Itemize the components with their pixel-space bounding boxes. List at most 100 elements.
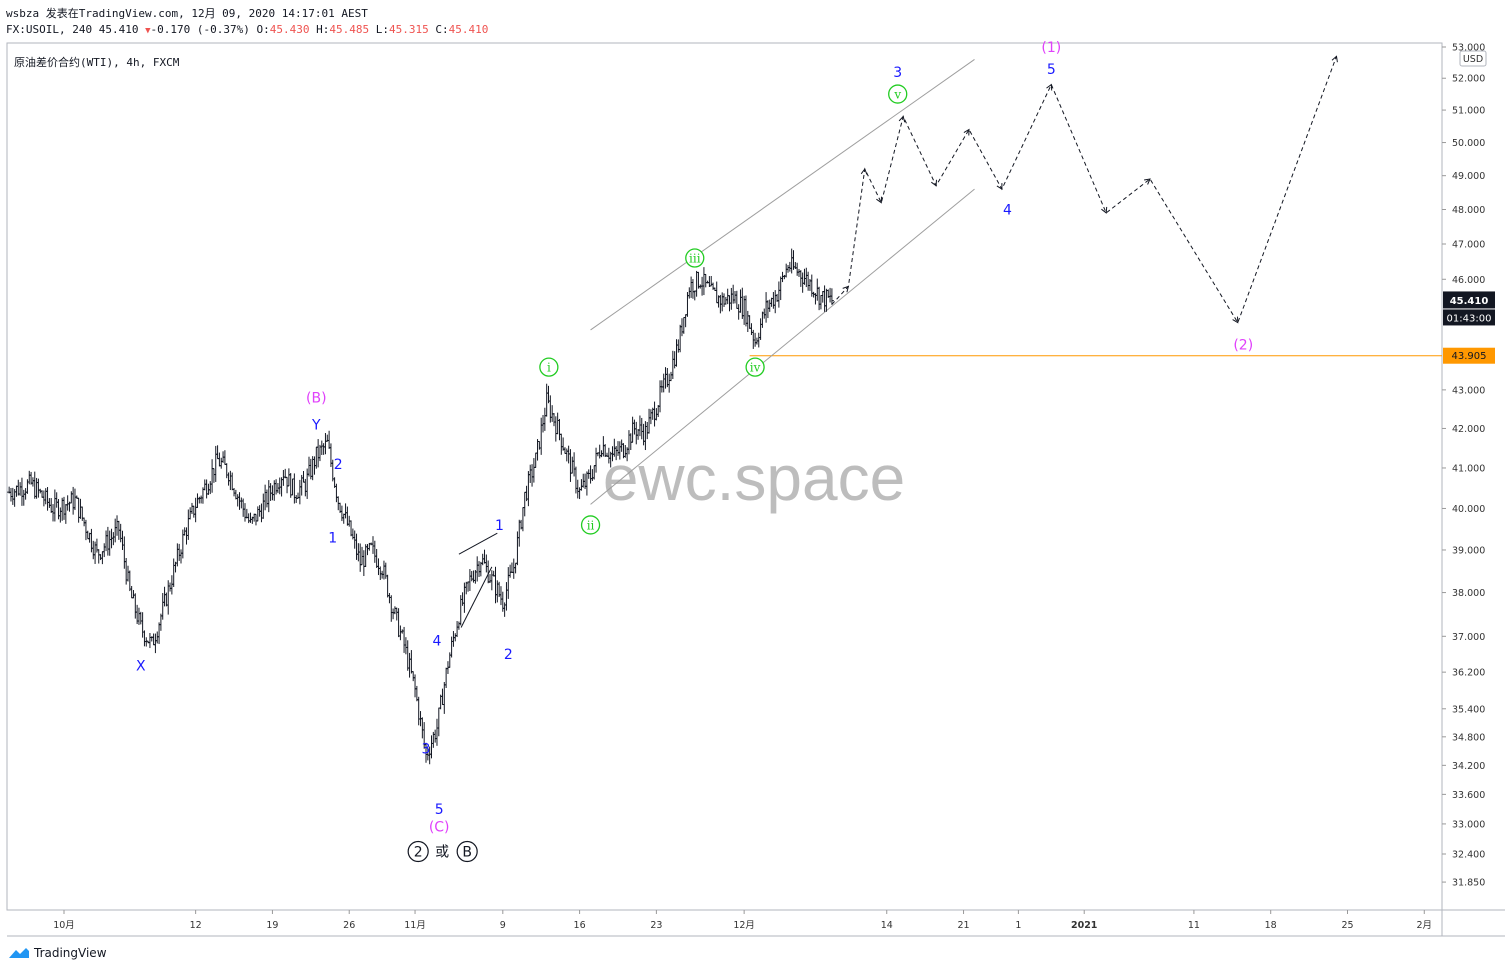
wave-label: 3	[422, 742, 431, 758]
x-tick-label: 10月	[53, 920, 75, 931]
y-tick-label: 33.600	[1452, 790, 1485, 801]
projection-arrowhead	[963, 128, 970, 136]
high-value: 45.485	[329, 23, 370, 36]
brand-name: TradingView	[34, 946, 107, 960]
projection-arrowhead	[1046, 83, 1053, 91]
y-tick-label: 50.000	[1452, 138, 1485, 149]
wave-label: 1	[328, 530, 337, 546]
wave-label: Y	[311, 418, 321, 434]
price-change: -0.170 (-0.37%)	[150, 23, 250, 36]
wave-label: 4	[433, 634, 442, 650]
last-price: 45.410	[98, 23, 139, 36]
wave-label: (B)	[306, 391, 327, 407]
tradingview-brand[interactable]: TradingView	[8, 946, 107, 960]
close-value: 45.410	[448, 23, 489, 36]
y-tick-label: 46.000	[1452, 275, 1485, 286]
svg-text:2: 2	[414, 844, 423, 860]
series-legend[interactable]: 原油差价合约(WTI), 4h, FXCM	[14, 56, 180, 69]
y-tick-label: 47.000	[1452, 240, 1485, 251]
x-tick-label: 12月	[733, 920, 755, 931]
projection-arrowhead	[842, 285, 850, 293]
level-price-tag: 43.905	[1443, 347, 1495, 364]
svg-text:iv: iv	[750, 361, 761, 375]
y-tick-label: 34.800	[1452, 732, 1485, 743]
projection-arrowhead	[898, 115, 906, 123]
y-tick-label: 53.000	[1452, 43, 1485, 54]
svg-text:B: B	[462, 844, 472, 860]
y-tick-label: 35.400	[1452, 704, 1485, 715]
wave-label-circled: iii	[685, 248, 705, 268]
x-tick-label: 9	[500, 920, 506, 931]
x-tick-label: 11月	[404, 920, 426, 931]
channel-line	[590, 59, 975, 331]
wave-label: 1	[495, 518, 504, 534]
x-tick-label: 26	[343, 920, 355, 931]
publish-info: wsbza 发表在TradingView.com, 12月 09, 2020 1…	[6, 7, 368, 20]
projection-arrowhead	[1232, 316, 1239, 324]
wave-label: (1)	[1041, 40, 1061, 56]
wave-label: 2	[334, 457, 343, 473]
wave-label-circled: ii	[580, 515, 601, 535]
projection-arrowhead	[996, 183, 1003, 191]
currency-label: USD	[1463, 54, 1483, 65]
y-tick-label: 37.000	[1452, 632, 1485, 643]
x-tick-label: 25	[1341, 920, 1353, 931]
low-value: 45.315	[388, 23, 429, 36]
svg-text:45.410: 45.410	[1450, 296, 1489, 307]
y-tick-label: 36.200	[1452, 668, 1485, 679]
wave-label: 5	[435, 802, 444, 818]
y-tick-label: 38.000	[1452, 588, 1485, 599]
projection-path	[831, 56, 1337, 324]
svg-text:v: v	[893, 88, 901, 102]
projection-arrowhead	[1331, 55, 1338, 63]
y-tick-label: 51.000	[1452, 106, 1485, 117]
y-tick-label: 34.200	[1452, 761, 1485, 772]
wave-label-circled: iv	[745, 357, 765, 377]
y-tick-label: 33.000	[1452, 819, 1485, 830]
x-tick-label: 2月	[1417, 920, 1433, 931]
y-tick-label: 43.000	[1452, 385, 1485, 396]
y-tick-label: 49.000	[1452, 171, 1485, 182]
y-tick-label: 52.000	[1452, 74, 1485, 85]
wave-label: (2)	[1233, 338, 1253, 354]
wave-label: 5	[1047, 62, 1056, 78]
projection-arrowhead	[876, 196, 882, 204]
projection-arrowhead	[860, 167, 868, 175]
ohlc-line: FX:USOIL, 240 45.410 ▼-0.170 (-0.37%) O:…	[6, 23, 489, 36]
currency-badge: USD	[1459, 50, 1487, 67]
wave-label: (C)	[429, 819, 450, 835]
open-value: 45.430	[269, 23, 310, 36]
projection-arrowhead	[1144, 178, 1151, 185]
svg-text:ii: ii	[587, 518, 595, 532]
x-tick-label: 23	[650, 920, 662, 931]
tradingview-logo-icon	[9, 948, 29, 958]
triangle-line	[460, 566, 493, 628]
x-tick-label: 12	[190, 920, 202, 931]
y-tick-label: 42.000	[1452, 424, 1485, 435]
svg-text:43.905: 43.905	[1452, 351, 1487, 362]
x-tick-label: 2021	[1071, 920, 1097, 931]
x-tick-label: 19	[266, 920, 278, 931]
ohlc-bar	[829, 288, 834, 305]
down-arrow-icon: ▼	[145, 26, 151, 36]
wave-label: 2	[504, 647, 513, 663]
symbol-interval: FX:USOIL, 240	[6, 23, 93, 36]
y-tick-label: 41.000	[1452, 463, 1485, 474]
wave-label-circled: i	[539, 357, 559, 377]
triangle-line	[458, 532, 498, 555]
x-tick-label: 18	[1265, 920, 1277, 931]
x-tick-label: 1	[1015, 920, 1021, 931]
y-tick-label: 48.000	[1452, 205, 1485, 216]
y-tick-label: 40.000	[1452, 504, 1485, 515]
x-tick-label: 14	[881, 920, 893, 931]
last-price-tag: 45.410 01:43:00	[1443, 291, 1495, 326]
x-tick-label: 16	[574, 920, 586, 931]
projection-arrowhead	[1101, 206, 1108, 214]
watermark-text: ewc.space	[603, 442, 905, 514]
x-tick-label: 21	[957, 920, 969, 931]
x-tick-label: 11	[1188, 920, 1200, 931]
wave-label: 3	[893, 65, 902, 81]
wave-label: X	[136, 658, 146, 674]
